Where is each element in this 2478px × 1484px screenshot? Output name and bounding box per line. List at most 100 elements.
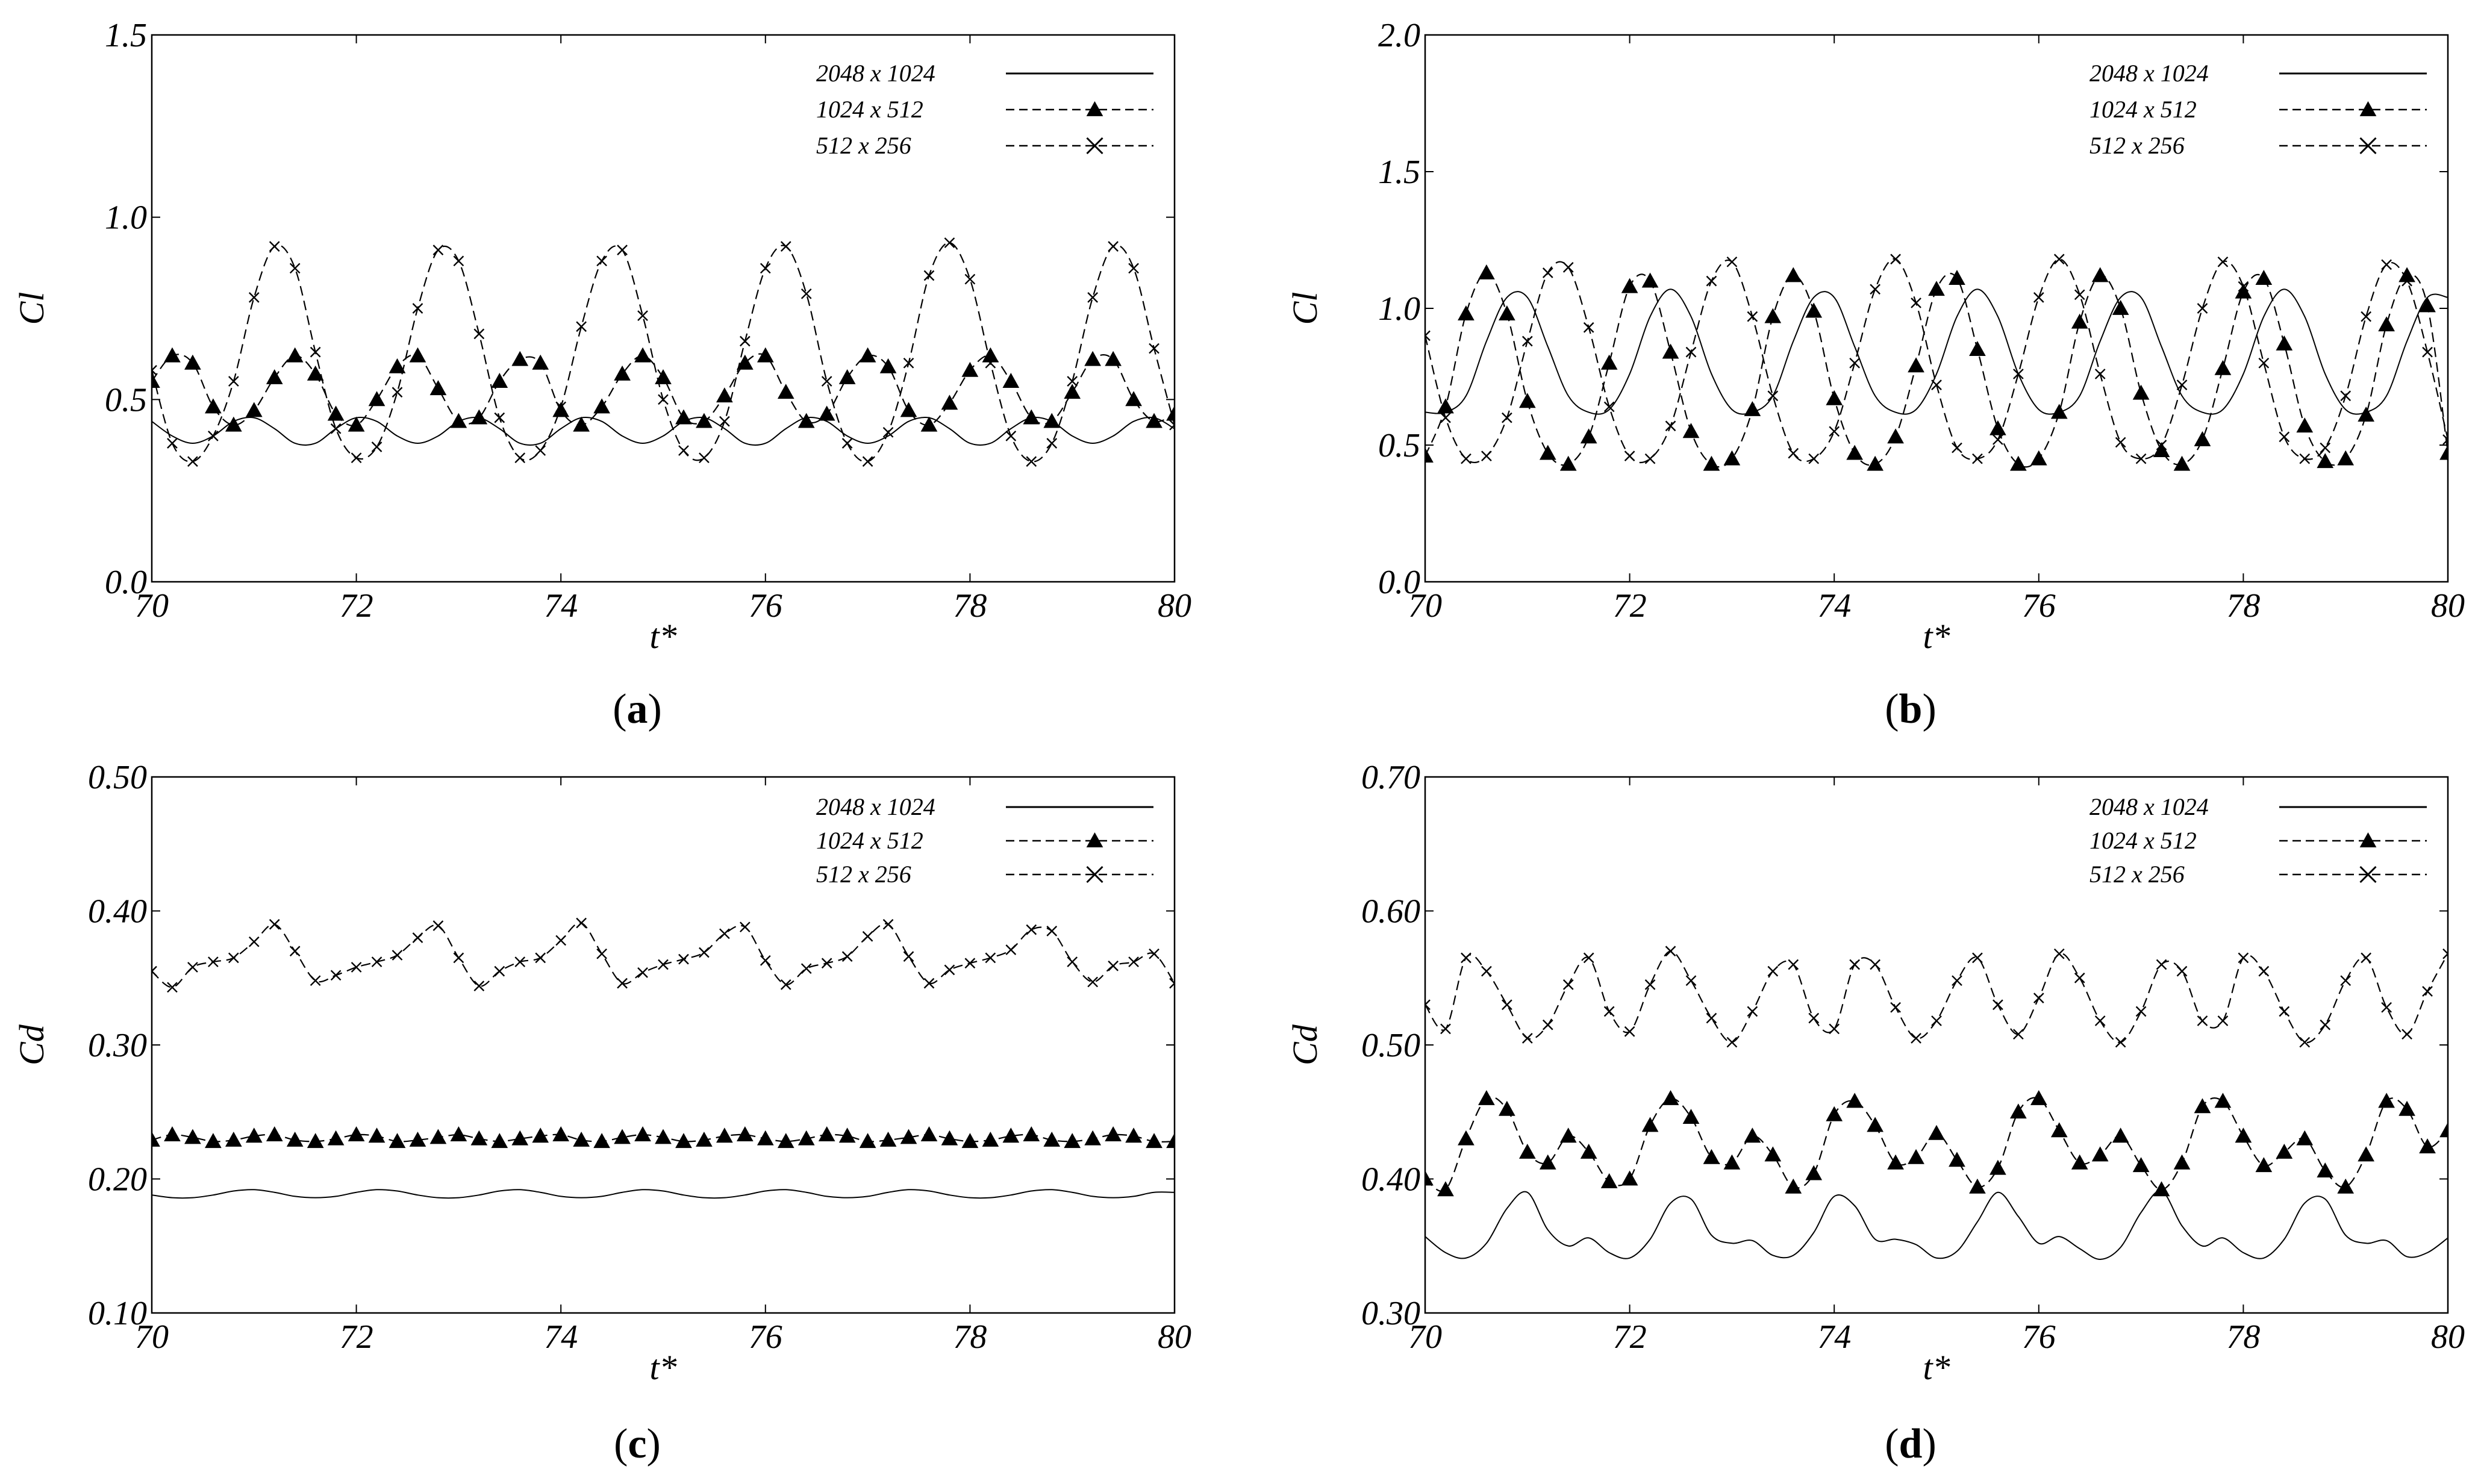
triangle-marker <box>2030 1090 2047 1105</box>
triangle-marker <box>900 402 917 417</box>
triangle-marker <box>1846 444 1864 460</box>
triangle-marker <box>266 1126 283 1141</box>
x-marker <box>1972 952 1983 964</box>
legend-label: 2048 x 1024 <box>816 60 935 87</box>
x-marker <box>964 958 976 969</box>
triangle-marker <box>307 1133 324 1149</box>
x-tick-label: 76 <box>2022 1318 2056 1356</box>
triangle-marker <box>450 413 467 428</box>
panel-label-close: ) <box>647 1421 661 1467</box>
x-marker <box>2135 1006 2147 1017</box>
triangle-marker <box>152 373 160 388</box>
triangle-marker <box>961 361 979 377</box>
triangle-marker <box>2378 316 2395 332</box>
triangle-marker <box>286 347 304 363</box>
panel-label-open: ( <box>613 686 626 732</box>
x-marker <box>801 288 812 299</box>
series-line-none <box>1425 1190 2448 1261</box>
x-marker <box>2217 256 2229 267</box>
triangle-marker <box>1621 278 1638 293</box>
x-marker <box>1067 956 1078 967</box>
triangle-marker <box>757 1130 774 1146</box>
triangle-marker <box>2132 1157 2150 1173</box>
triangle-marker <box>818 1126 835 1141</box>
triangle-marker <box>511 351 529 366</box>
x-marker <box>310 975 321 987</box>
x-marker <box>2258 965 2270 977</box>
triangle-marker <box>818 405 835 421</box>
series-line-triangle <box>1425 272 2448 468</box>
x-marker <box>944 964 955 976</box>
triangle-marker <box>327 1130 345 1146</box>
x-marker <box>1521 1033 1533 1044</box>
triangle-marker <box>245 1127 263 1143</box>
x-marker <box>2361 311 2372 322</box>
triangle-marker <box>2214 360 2232 375</box>
triangle-marker <box>1023 409 1040 425</box>
triangle-marker <box>491 1133 508 1149</box>
triangle-marker <box>1478 264 1495 279</box>
x-marker <box>1542 267 1553 278</box>
chart-panel-d: 70 72 74 76 78 80 0.30 0.40 0.50 0.60 0.70 t* Cd 2048… <box>1285 759 2465 1467</box>
triangle-marker <box>2050 1122 2068 1138</box>
plot-frame <box>151 34 1176 583</box>
triangle-marker <box>2337 1178 2355 1194</box>
triangle-marker <box>859 347 876 363</box>
triangle-marker <box>1043 1131 1061 1147</box>
triangle-marker <box>879 1131 897 1147</box>
x-marker <box>841 438 853 449</box>
x-marker <box>187 456 198 467</box>
x-marker <box>1706 1012 1717 1024</box>
triangle-marker <box>716 1127 733 1143</box>
triangle-marker <box>368 391 385 407</box>
triangle-marker <box>225 1131 242 1147</box>
series-line-x <box>152 922 1175 988</box>
triangle-marker <box>152 1131 160 1147</box>
triangle-marker <box>1785 267 1802 282</box>
x-marker <box>801 963 812 974</box>
x-marker <box>903 951 914 962</box>
x-marker <box>1128 263 1139 274</box>
triangle-marker <box>348 1126 365 1141</box>
triangle-marker <box>634 347 651 363</box>
triangle-marker <box>1166 405 1175 421</box>
y-tick-label: 0.10 <box>88 1295 147 1332</box>
triangle-marker <box>777 384 794 399</box>
triangle-marker <box>2358 407 2375 422</box>
x-marker <box>1108 241 1119 252</box>
triangle-marker <box>573 416 590 432</box>
series-line-triangle <box>1425 1096 2448 1192</box>
triangle-marker <box>184 1129 201 1144</box>
x-marker <box>882 426 894 438</box>
x-marker <box>330 423 342 434</box>
triangle-marker <box>1928 281 1945 296</box>
x-marker <box>821 958 832 969</box>
triangle-marker <box>859 1133 876 1149</box>
x-marker <box>699 947 710 958</box>
triangle-marker <box>2255 1157 2273 1173</box>
x-marker <box>494 965 505 977</box>
x-marker <box>1087 292 1099 303</box>
triangle-marker <box>675 1133 692 1149</box>
triangle-marker <box>2317 1162 2334 1178</box>
triangle-marker <box>675 409 692 425</box>
triangle-marker <box>1425 1170 1434 1186</box>
triangle-marker <box>532 1127 549 1143</box>
x-marker <box>739 921 751 933</box>
x-marker <box>2012 369 2024 379</box>
triangle-marker <box>205 398 222 414</box>
legend-label: 1024 x 512 <box>816 827 923 854</box>
x-marker <box>1665 946 1676 957</box>
triangle-marker <box>1662 1090 1679 1105</box>
x-marker <box>351 962 362 973</box>
x-marker <box>2033 993 2044 1003</box>
x-tick-label: 70 <box>135 587 169 625</box>
y-tick-label: 0.50 <box>1361 1027 1420 1064</box>
triangle-marker <box>573 1131 590 1147</box>
x-marker <box>637 310 648 321</box>
triangle-marker <box>491 373 508 388</box>
x-marker <box>596 948 607 959</box>
x-marker <box>167 982 178 993</box>
x-marker <box>739 335 751 347</box>
x-marker <box>1972 453 1983 464</box>
